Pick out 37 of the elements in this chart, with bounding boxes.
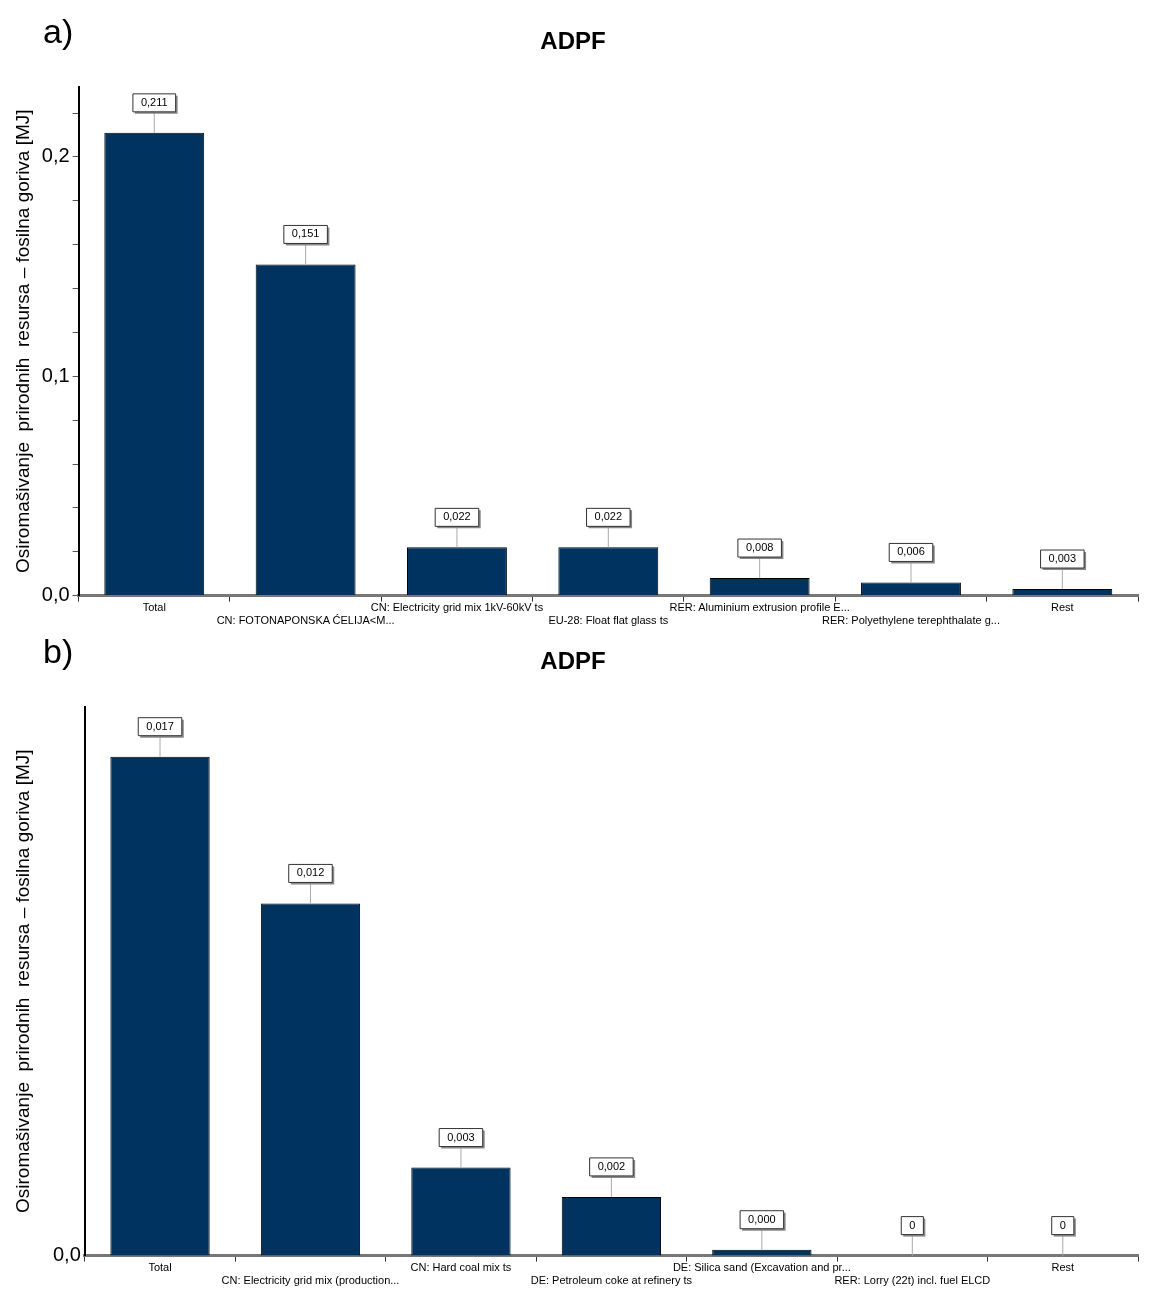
y-axis-title: Osiromašivanje prirodnih resursa – fosilna goriva [MJ] [11, 749, 33, 1213]
y-tick-label: 0,2 [41, 144, 70, 167]
chart-title: ADPF [540, 647, 606, 675]
x-tick-label: RER: Polyethylene terephthalate g... [822, 614, 1000, 627]
x-tick-label: RER: Lorry (22t) incl. fuel ELCD [834, 1274, 991, 1287]
x-tick-label: Rest [1051, 1261, 1075, 1274]
x-tick-label: CN: FOTONAPONSKA ĆELIJA<M... [216, 614, 395, 627]
data-label: 0 [1059, 1218, 1066, 1231]
x-tick-label: EU-28: Float flat glass ts [548, 614, 669, 627]
x-tick-label: DE: Petroleum coke at refinery ts [530, 1274, 693, 1287]
x-tick-label: Total [142, 601, 166, 614]
x-tick-label: CN: Electricity grid mix 1kV-60kV ts [370, 601, 544, 614]
data-label: 0,017 [146, 719, 174, 732]
text: b) [43, 632, 74, 671]
data-label: 0,006 [897, 545, 925, 558]
data-label: 0,003 [1048, 552, 1077, 565]
data-label: 0,151 [291, 227, 320, 240]
data-label: 0,003 [447, 1130, 475, 1143]
x-tick-label: Total [148, 1261, 172, 1274]
data-label: 0,002 [597, 1159, 626, 1172]
y-axis-title: Osiromašivanje prirodnih resursa – fosilna goriva [MJ] [11, 109, 33, 573]
data-label: 0,008 [745, 541, 774, 554]
data-label: 0,012 [296, 866, 325, 879]
data-label: 0,022 [443, 510, 471, 523]
y-tick-label: 0,1 [41, 363, 70, 386]
data-label: 0,000 [748, 1212, 776, 1225]
x-tick-label: CN: Hard coal mix ts [410, 1261, 512, 1274]
chart-title: ADPF [540, 27, 606, 55]
y-tick-label: 0,0 [41, 583, 70, 606]
x-tick-label: Rest [1051, 601, 1074, 614]
data-label: 0,022 [594, 510, 623, 523]
x-tick-label: DE: Silica sand (Excavation and pr... [672, 1261, 851, 1274]
text: a) [43, 12, 74, 51]
x-tick-label: CN: Electricity grid mix (production... [221, 1274, 400, 1287]
data-label: 0,211 [140, 95, 168, 108]
data-label: 0 [909, 1218, 916, 1231]
x-tick-label: RER: Aluminium extrusion profile E... [669, 601, 850, 614]
